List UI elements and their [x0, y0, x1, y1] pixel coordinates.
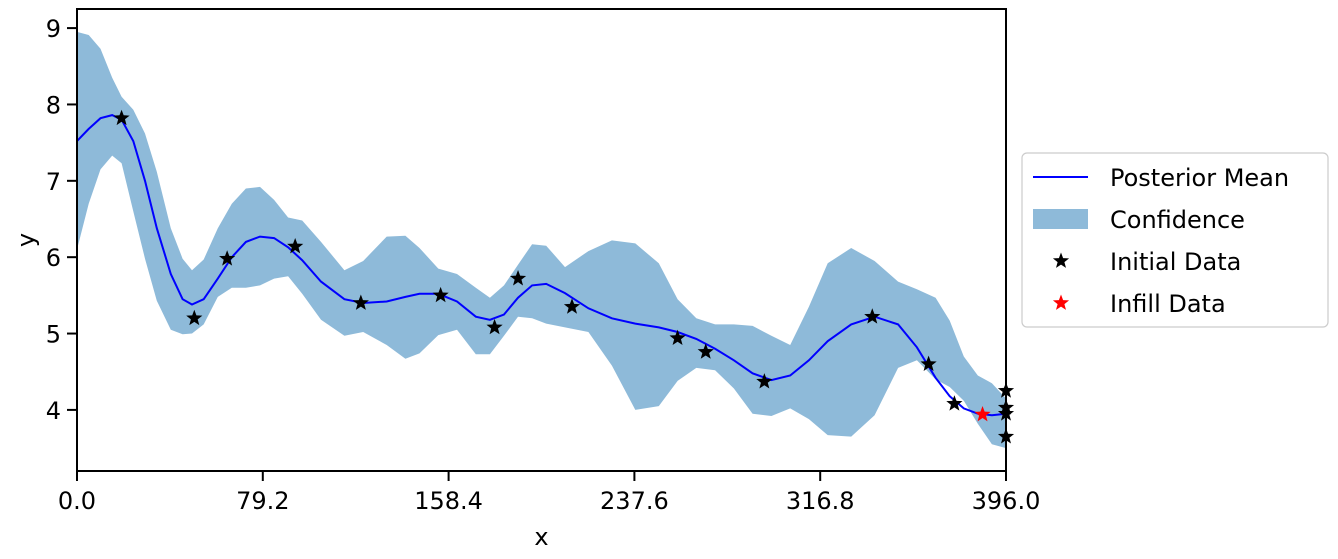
posterior-mean-line: [76, 114, 1007, 417]
initial-data-point: [432, 286, 449, 303]
x-tick-label: 237.6: [600, 487, 669, 515]
y-tick-label: 9: [46, 15, 61, 43]
initial-data-point: [219, 250, 236, 266]
x-axis-label: x: [534, 523, 548, 551]
plot-frame: [76, 8, 1007, 472]
initial-data-point: [563, 298, 581, 314]
y-tick-label: 6: [46, 244, 61, 272]
y-tick-label: 7: [46, 168, 61, 196]
legend-initial-star-icon: [1052, 252, 1070, 268]
y-tick-label: 5: [46, 321, 61, 349]
y-axis-ticks: 4 5 6 7 8 9: [46, 15, 77, 425]
x-tick-label: 316.8: [786, 487, 855, 515]
plot-area: [76, 31, 1015, 449]
initial-data-point: [287, 237, 304, 254]
legend-label-initial-data: Initial Data: [1110, 248, 1241, 276]
legend-box: [1021, 152, 1329, 328]
initial-data-point: [697, 343, 714, 359]
initial-data-point: [946, 395, 963, 411]
x-tick-label: 396.0: [972, 487, 1041, 515]
legend-label-posterior-mean: Posterior Mean: [1110, 164, 1289, 192]
initial-data-point: [186, 309, 203, 326]
initial-data-point: [509, 270, 527, 286]
infill-data-point: [974, 405, 991, 422]
legend-label-infill-data: Infill Data: [1110, 290, 1226, 318]
x-tick-label: 79.2: [236, 487, 289, 515]
legend-confidence-swatch: [1033, 209, 1088, 229]
initial-data-point: [486, 318, 503, 335]
x-tick-label: 158.4: [414, 487, 483, 515]
legend: Posterior Mean Confidence Initial Data I…: [1021, 152, 1329, 328]
confidence-band: [77, 31, 1006, 449]
initial-data-point: [864, 308, 881, 324]
x-tick-label: 0.0: [58, 487, 96, 515]
initial-data-point: [669, 329, 686, 345]
y-axis-label: y: [12, 233, 40, 247]
legend-label-confidence: Confidence: [1110, 206, 1245, 234]
initial-data-point: [352, 294, 369, 310]
x-axis-ticks: 0.0 79.2 158.4 237.6 316.8 396.0: [58, 471, 1040, 515]
legend-infill-star-icon: [1052, 294, 1070, 310]
y-tick-label: 4: [46, 397, 61, 425]
initial-data-point: [756, 373, 773, 389]
initial-data-point: [920, 355, 937, 371]
y-tick-label: 8: [46, 91, 61, 119]
initial-data-point: [113, 109, 130, 126]
